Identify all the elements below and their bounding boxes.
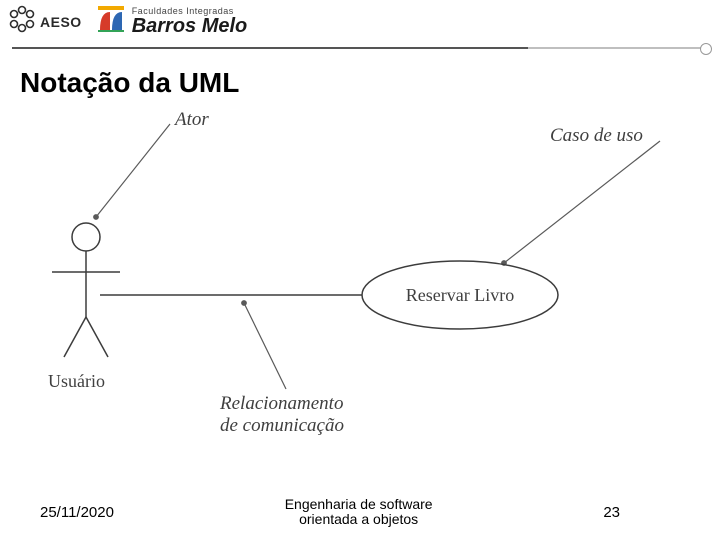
- footer-course-line2: orientada a objetos: [114, 512, 603, 527]
- barros-melo-logo: Faculdades Integradas Barros Melo: [96, 4, 248, 39]
- label-caso-de-uso: Caso de uso: [550, 125, 643, 147]
- footer-course-line1: Engenharia de software: [114, 497, 603, 512]
- usecase-ellipse: Reservar Livro: [362, 261, 558, 329]
- footer-course: Engenharia de software orientada a objet…: [114, 497, 603, 528]
- bm-title: Barros Melo: [132, 16, 248, 36]
- slide-footer: 25/11/2020 Engenharia de software orient…: [0, 494, 720, 530]
- bm-text: Faculdades Integradas Barros Melo: [132, 7, 248, 36]
- header-divider: [12, 43, 708, 53]
- aeso-text: AESO: [40, 14, 82, 30]
- bm-arch-icon: [96, 4, 126, 39]
- footer-page-number: 23: [603, 504, 620, 521]
- diagram-svg: Reservar Livro: [30, 107, 690, 447]
- label-relacionamento: Relacionamento de comunicação: [220, 393, 344, 437]
- callout-caso-de-uso: [502, 141, 660, 265]
- divider-dot-icon: [700, 43, 712, 55]
- footer-date: 25/11/2020: [40, 504, 114, 521]
- label-usuario: Usuário: [48, 371, 105, 392]
- slide-header: AESO Faculdades Integradas Barros Melo: [0, 0, 720, 41]
- aeso-flower-icon: [8, 5, 36, 38]
- callout-relacionamento: [242, 301, 286, 389]
- slide-title: Notação da UML: [20, 67, 720, 99]
- label-rel-line2: de comunicação: [220, 415, 344, 437]
- aeso-logo: AESO: [8, 5, 82, 38]
- label-rel-line1: Relacionamento: [220, 393, 344, 415]
- usecase-name-text: Reservar Livro: [406, 285, 514, 305]
- uml-diagram: Reservar Livro Ator Caso de uso Usuário …: [30, 107, 690, 447]
- actor-figure: [52, 223, 120, 357]
- label-ator: Ator: [175, 109, 209, 131]
- callout-ator: [94, 124, 170, 219]
